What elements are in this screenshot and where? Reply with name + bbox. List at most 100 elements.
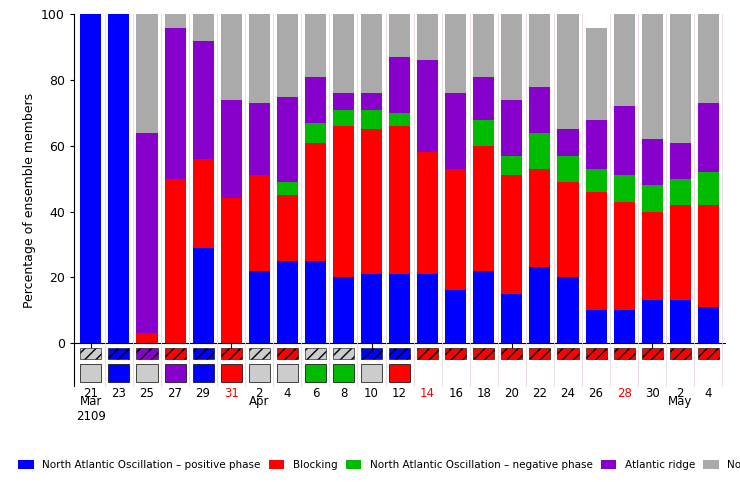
- Text: 26: 26: [588, 387, 604, 400]
- Text: 2: 2: [255, 387, 263, 400]
- Text: 27: 27: [167, 387, 183, 400]
- Text: 16: 16: [448, 387, 463, 400]
- Bar: [249, 364, 270, 382]
- Bar: [389, 14, 410, 57]
- FancyBboxPatch shape: [164, 348, 186, 359]
- Text: 31: 31: [223, 387, 238, 400]
- FancyBboxPatch shape: [305, 348, 326, 359]
- Bar: [670, 300, 691, 343]
- Bar: [81, 364, 101, 382]
- FancyBboxPatch shape: [501, 348, 522, 359]
- Bar: [277, 195, 297, 261]
- FancyBboxPatch shape: [698, 348, 719, 359]
- Bar: [221, 100, 242, 199]
- Bar: [585, 27, 607, 120]
- Bar: [642, 139, 663, 185]
- Bar: [192, 159, 214, 248]
- Bar: [333, 110, 354, 126]
- FancyBboxPatch shape: [277, 348, 297, 359]
- Text: 18: 18: [477, 387, 491, 400]
- Text: 20: 20: [505, 387, 519, 400]
- Bar: [501, 14, 522, 100]
- Bar: [164, 14, 186, 27]
- Bar: [333, 94, 354, 110]
- Text: 22: 22: [533, 387, 548, 400]
- Bar: [389, 274, 410, 343]
- Legend: North Atlantic Oscillation – positive phase, Blocking, North Atlantic Oscillatio: North Atlantic Oscillation – positive ph…: [14, 456, 740, 474]
- Bar: [389, 364, 410, 382]
- Bar: [557, 182, 579, 277]
- Bar: [333, 364, 354, 382]
- Bar: [501, 100, 522, 156]
- Bar: [389, 126, 410, 274]
- Bar: [474, 77, 494, 120]
- Bar: [249, 14, 270, 103]
- Bar: [221, 364, 242, 382]
- Text: 24: 24: [560, 387, 576, 400]
- FancyBboxPatch shape: [670, 348, 691, 359]
- Bar: [361, 14, 382, 94]
- Text: 21: 21: [84, 387, 98, 400]
- Bar: [557, 277, 579, 343]
- Bar: [277, 364, 297, 382]
- Bar: [361, 364, 382, 382]
- Text: Mar
2109: Mar 2109: [76, 395, 106, 423]
- Text: 8: 8: [340, 387, 347, 400]
- Bar: [249, 271, 270, 343]
- Bar: [501, 294, 522, 343]
- Bar: [249, 175, 270, 271]
- FancyBboxPatch shape: [557, 348, 579, 359]
- Y-axis label: Percentage of ensemble members: Percentage of ensemble members: [22, 93, 36, 308]
- Bar: [417, 152, 438, 274]
- Bar: [529, 14, 551, 87]
- FancyBboxPatch shape: [445, 348, 466, 359]
- Bar: [361, 94, 382, 110]
- FancyBboxPatch shape: [81, 348, 101, 359]
- Bar: [277, 14, 297, 96]
- Bar: [474, 271, 494, 343]
- Bar: [136, 364, 158, 382]
- Bar: [221, 14, 242, 100]
- Text: 2: 2: [676, 387, 684, 400]
- Bar: [305, 123, 326, 143]
- Bar: [164, 364, 186, 382]
- Bar: [417, 14, 438, 60]
- Bar: [108, 364, 130, 382]
- Bar: [557, 156, 579, 182]
- Bar: [192, 14, 214, 41]
- Text: May: May: [668, 395, 693, 408]
- FancyBboxPatch shape: [474, 348, 494, 359]
- FancyBboxPatch shape: [389, 348, 410, 359]
- Bar: [585, 192, 607, 310]
- Bar: [305, 77, 326, 123]
- Bar: [361, 129, 382, 274]
- Bar: [613, 14, 635, 107]
- Bar: [445, 290, 466, 343]
- Bar: [501, 175, 522, 294]
- Bar: [333, 277, 354, 343]
- Bar: [389, 113, 410, 126]
- Bar: [698, 14, 719, 103]
- Text: 12: 12: [392, 387, 407, 400]
- Bar: [389, 57, 410, 113]
- Text: 29: 29: [195, 387, 211, 400]
- Text: 4: 4: [283, 387, 291, 400]
- Bar: [305, 143, 326, 261]
- Bar: [585, 169, 607, 192]
- Bar: [417, 60, 438, 152]
- Bar: [108, 14, 130, 343]
- Bar: [192, 41, 214, 159]
- Text: 23: 23: [112, 387, 127, 400]
- Text: 14: 14: [420, 387, 435, 400]
- Bar: [136, 133, 158, 333]
- Bar: [417, 274, 438, 343]
- Text: 6: 6: [312, 387, 319, 400]
- Bar: [613, 107, 635, 175]
- Text: 10: 10: [364, 387, 379, 400]
- Bar: [192, 364, 214, 382]
- Bar: [445, 169, 466, 290]
- Bar: [613, 175, 635, 201]
- Text: 28: 28: [616, 387, 631, 400]
- Bar: [164, 179, 186, 343]
- Bar: [361, 110, 382, 129]
